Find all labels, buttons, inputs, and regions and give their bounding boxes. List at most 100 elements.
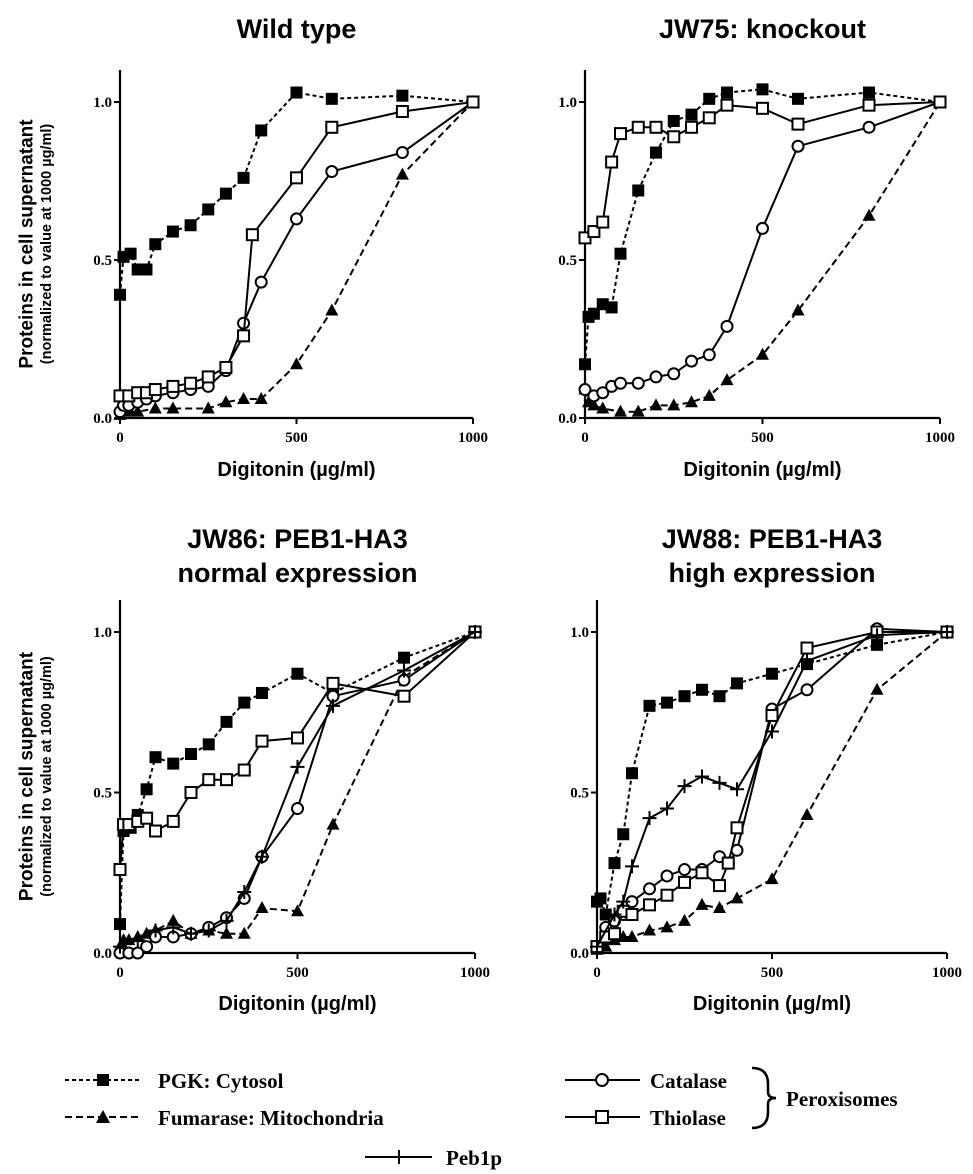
data-point-catalase (643, 882, 656, 896)
data-point-thiolase (720, 98, 734, 112)
data-point-pgk (614, 247, 627, 260)
data-point-thiolase (756, 101, 769, 115)
data-point-fumarase (720, 373, 734, 386)
data-point-fumarase (290, 357, 303, 370)
data-point-fumarase (166, 913, 180, 926)
data-point-catalase (290, 212, 303, 226)
data-point-fumarase (237, 392, 251, 405)
data-point-fumarase (254, 392, 268, 405)
data-point-thiolase (614, 127, 627, 141)
data-point-fumarase (237, 926, 251, 939)
x-tick-label: 500 (751, 430, 774, 446)
data-point-thiolase (326, 676, 340, 690)
data-point-pgk (643, 699, 656, 712)
data-point-thiolase (721, 856, 735, 870)
data-point-fumarase (667, 398, 681, 411)
series-peb1p (113, 625, 482, 954)
data-point-fumarase (756, 347, 769, 360)
chart-panel-4: JW88: PEB1-HA3 high expression 0.0 0.5 1.0 0 5… (570, 524, 962, 1015)
legend-marker-pgk (97, 1074, 109, 1086)
x-axis-label: Digitonin (µg/ml) (683, 459, 841, 481)
data-point-catalase (702, 348, 716, 362)
series-thiolase (578, 95, 947, 245)
y-tick-label: 1.0 (93, 95, 112, 111)
series-line-fumarase (584, 101, 941, 413)
data-point-pgk (685, 108, 698, 121)
x-tick-label: 0 (116, 965, 124, 981)
data-point-pgk (114, 288, 126, 301)
data-point-fumarase (291, 904, 304, 917)
series-pgk (114, 86, 479, 301)
data-point-thiolase (219, 360, 233, 374)
x-tick-label: 1000 (458, 430, 488, 446)
legend-marker-thiolase (595, 1110, 609, 1124)
data-point-thiolase (140, 811, 154, 825)
y-tick-label: 1.0 (570, 625, 589, 641)
y-tick-label: 0.5 (93, 253, 112, 269)
data-point-peb1p (184, 926, 198, 941)
data-point-thiolase (702, 111, 716, 125)
data-point-peb1p (397, 663, 411, 678)
data-point-peb1p (800, 653, 814, 668)
chart-panel-2: JW75: knockout 0.0 0.5 1.0 0 500 1000 Digitonin… (558, 14, 955, 481)
data-point-pgk (238, 696, 251, 709)
data-point-catalase (756, 221, 769, 235)
y-axis-label: Proteins in cell supernatant (17, 651, 38, 901)
data-point-catalase (631, 376, 645, 390)
data-point-pgk (149, 238, 162, 251)
data-point-fumarase (395, 167, 409, 180)
data-point-thiolase (631, 120, 645, 134)
legend-marker-peb1p (392, 1150, 406, 1164)
data-point-thiolase (933, 95, 947, 109)
data-point-catalase (131, 946, 145, 960)
y-axis-label: Proteins in cell supernatant (17, 119, 38, 369)
data-point-thiolase (220, 773, 233, 787)
chart-title-2: JW75: knockout (659, 14, 866, 44)
y-axis-sublabel: (normalized to value at 1000 µg/ml) (39, 124, 55, 365)
series-pgk (114, 626, 481, 931)
legend-label-thiolase: Thiolase (650, 1106, 726, 1130)
series-catalase (578, 95, 947, 403)
data-point-catalase (291, 802, 304, 816)
data-point-pgk (219, 187, 232, 200)
legend-marker-fumarase (96, 1110, 110, 1123)
data-point-pgk (220, 715, 233, 728)
x-tick-label: 1000 (925, 430, 955, 446)
data-point-fumarase (148, 401, 162, 414)
y-tick-label: 0.5 (558, 253, 577, 269)
data-point-pgk (202, 738, 215, 751)
legend-label-catalase: Catalase (650, 1069, 727, 1093)
data-point-peb1p (290, 759, 305, 774)
data-point-thiolase (113, 863, 127, 877)
data-point-thiolase (291, 731, 304, 745)
data-point-catalase (660, 869, 674, 883)
data-point-catalase (649, 370, 663, 384)
data-point-peb1p (201, 923, 216, 938)
data-point-fumarase (587, 398, 601, 411)
data-point-catalase (614, 376, 627, 390)
data-point-pgk (114, 918, 126, 931)
series-fumarase (113, 95, 480, 420)
data-point-pgk (149, 751, 162, 764)
data-point-thiolase (201, 370, 215, 384)
series-thiolase (113, 95, 480, 403)
data-point-pgk (626, 767, 638, 780)
data-point-thiolase (713, 879, 726, 893)
y-tick-label: 0.0 (93, 411, 112, 427)
data-point-pgk (594, 892, 607, 905)
data-point-fumarase (131, 404, 145, 417)
data-point-peb1p (642, 811, 657, 826)
data-point-pgk (140, 263, 153, 276)
data-point-thiolase (397, 689, 411, 703)
y-tick-label: 0.0 (570, 946, 589, 962)
data-point-catalase (325, 165, 339, 179)
data-point-pgk (140, 783, 153, 796)
y-tick-label: 1.0 (558, 95, 577, 111)
data-point-fumarase (649, 398, 663, 411)
data-point-peb1p (148, 923, 163, 938)
chart-panel-3: JW86: PEB1-HA3 normal expression 0.0 0.5 1.0… (17, 524, 490, 1015)
data-point-peb1p (616, 894, 631, 909)
x-tick-label: 500 (286, 965, 309, 981)
data-point-thiolase (237, 329, 251, 343)
series-line-pgk (119, 91, 474, 295)
